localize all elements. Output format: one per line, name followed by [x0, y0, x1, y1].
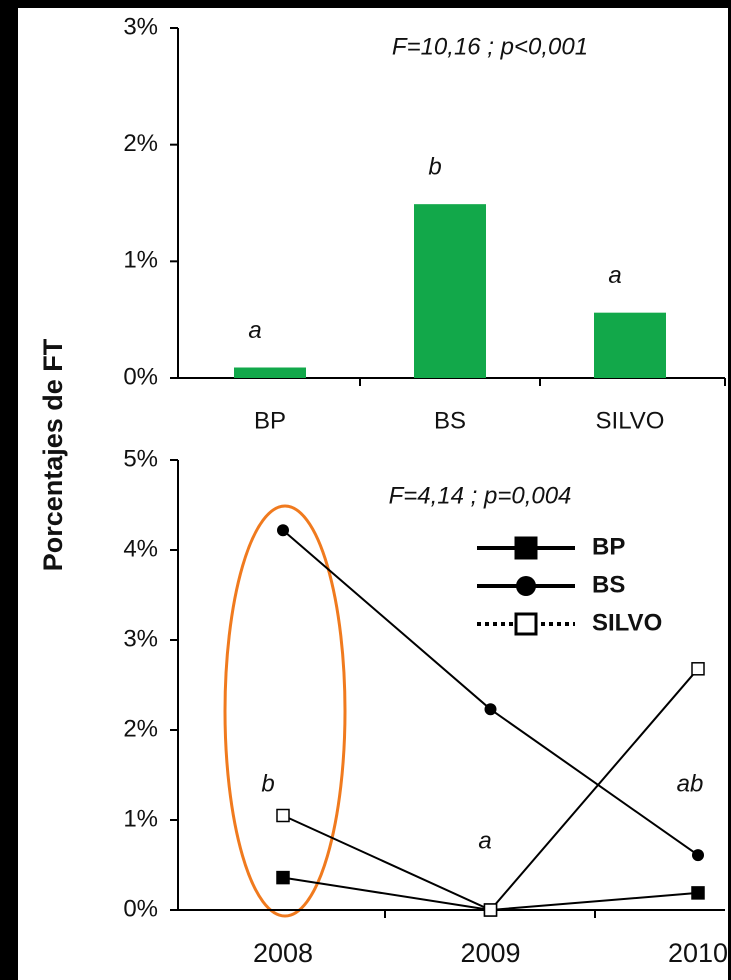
- significance-letter: a: [248, 317, 261, 344]
- legend-label: SILVO: [592, 609, 662, 636]
- bar: [414, 204, 486, 378]
- annotation: F=4,14 ; p=0,004: [389, 482, 572, 509]
- bar: [234, 368, 306, 379]
- x-tick-label: 2009: [460, 938, 520, 968]
- x-tick-label: BP: [254, 407, 286, 434]
- significance-letter: b: [428, 154, 441, 181]
- marker: [485, 904, 497, 916]
- x-tick-label: 2010: [668, 938, 728, 968]
- marker: [692, 663, 704, 675]
- marker: [277, 810, 289, 822]
- legend-marker: [516, 538, 536, 558]
- significance-letter: a: [608, 262, 621, 289]
- x-tick-label: BS: [434, 407, 466, 434]
- marker: [485, 703, 497, 715]
- marker: [277, 872, 289, 884]
- bar: [594, 313, 666, 378]
- marker: [692, 849, 704, 861]
- marker: [692, 887, 704, 899]
- y-tick-label: 2%: [123, 715, 158, 742]
- significance-letter: b: [261, 770, 274, 797]
- y-tick-label: 1%: [123, 247, 158, 274]
- y-tick-label: 2%: [123, 130, 158, 157]
- y-tick-label: 3%: [123, 13, 158, 40]
- legend-marker: [516, 576, 536, 596]
- y-axis-label: Porcentajes de FT: [38, 338, 68, 571]
- legend-marker: [516, 614, 536, 634]
- significance-letter: a: [478, 827, 491, 854]
- y-tick-label: 3%: [123, 625, 158, 652]
- significance-letter: ab: [677, 770, 704, 797]
- x-tick-label: 2008: [253, 938, 313, 968]
- y-tick-label: 0%: [123, 895, 158, 922]
- chart: Porcentajes de FT 0% 1% 2% 3% F=10,16 ; p<0,…: [0, 0, 731, 980]
- page: {"chart_data": [ {"type": "bar", "ylabel…: [0, 0, 731, 980]
- x-tick-label: SILVO: [596, 407, 665, 434]
- y-tick-label: 1%: [123, 805, 158, 832]
- legend-label: BP: [592, 533, 625, 560]
- marker: [277, 524, 289, 536]
- y-tick-label: 0%: [123, 363, 158, 390]
- y-tick-label: 5%: [123, 445, 158, 472]
- legend-label: BS: [592, 571, 625, 598]
- annotation: F=10,16 ; p<0,001: [392, 33, 588, 60]
- y-tick-label: 4%: [123, 535, 158, 562]
